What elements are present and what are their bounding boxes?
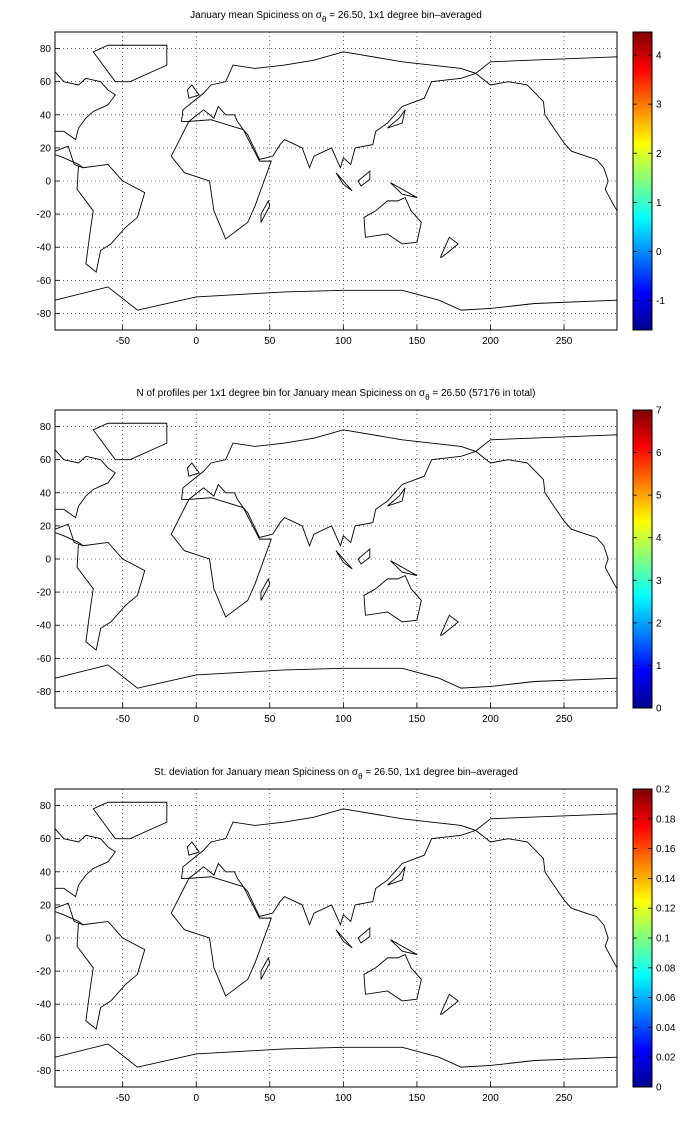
y-tick-label: 20 [40,521,52,532]
colorbar-tick-label: 1 [656,198,662,209]
y-tick-label: -60 [37,276,52,287]
colorbar-tick-label: 4 [656,533,662,544]
axes-frame [54,788,618,1088]
title-subscript: θ [358,772,363,781]
colorbar-tick-label: 0.08 [656,963,676,974]
x-tick-label: 200 [482,336,499,347]
colorbar-tick-label: 6 [656,448,662,459]
y-tick-label: 60 [40,834,52,845]
x-tick-label: 250 [556,714,573,725]
x-tick-label: 0 [193,714,199,725]
x-tick-label: 100 [335,336,352,347]
x-tick-label: 150 [409,714,426,725]
colorbar-tick-label: 0.04 [656,1023,676,1034]
x-tick-label: 50 [264,336,276,347]
panel-title: N of profiles per 1x1 degree bin for Jan… [137,388,536,402]
y-tick-label: 60 [40,455,52,466]
x-tick-label: 100 [335,1093,352,1104]
colorbar-tick-label: 1 [656,661,662,672]
colorbar-tick-label: 2 [656,149,662,160]
y-tick-label: 40 [40,110,52,121]
panel-title: St. deviation for January mean Spiciness… [154,767,518,781]
y-tick-label: -40 [37,621,52,632]
y-tick-label: -60 [37,654,52,665]
colorbar-tick-label: 0 [656,247,662,258]
colorbar-tick-label: 0 [656,1083,662,1094]
colorbar-tick-label: 0.18 [656,814,676,825]
y-tick-label: -40 [37,243,52,254]
colorbar-tick-label: 0.14 [656,874,676,885]
x-tick-label: 250 [556,1093,573,1104]
x-tick-label: 200 [482,1093,499,1104]
y-tick-label: -60 [37,1033,52,1044]
colorbar-tick-label: 2 [656,618,662,629]
colorbar-tick-label: 5 [656,491,662,502]
colorbar-tick-label: 4 [656,51,662,62]
title-text: = 26.50 (57176 in total) [430,388,536,399]
axes-frame [54,31,618,331]
y-tick-label: -80 [37,1066,52,1077]
title-subscript: θ [425,393,430,402]
x-tick-label: 50 [264,1093,276,1104]
colorbar-tick-label: 0.1 [656,934,670,945]
title-text: = 26.50, 1x1 degree bin–averaged [363,767,518,778]
y-tick-label: -40 [37,1000,52,1011]
x-tick-label: -50 [115,1093,130,1104]
y-tick-label: -20 [37,967,52,978]
y-tick-label: 80 [40,801,52,812]
colorbar [632,31,653,331]
y-tick-label: 80 [40,44,52,55]
colorbar-tick-label: 0.02 [656,1053,676,1064]
colorbar-tick-label: 0.12 [656,904,676,915]
y-tick-label: 20 [40,143,52,154]
title-subscript: θ [322,15,327,24]
x-tick-label: -50 [115,336,130,347]
title-text: N of profiles per 1x1 degree bin for Jan… [137,388,426,399]
x-tick-label: 50 [264,714,276,725]
y-tick-label: 80 [40,422,52,433]
title-text: St. deviation for January mean Spiciness… [154,767,359,778]
panel-title: January mean Spiciness on σθ = 26.50, 1x… [190,10,482,24]
y-tick-label: 40 [40,488,52,499]
title-text: = 26.50, 1x1 degree bin–averaged [326,10,481,21]
colorbar-tick-label: 7 [656,406,662,417]
colorbar-tick-label: 3 [656,576,662,587]
colorbar [632,409,653,709]
colorbar-tick-label: 3 [656,100,662,111]
colorbar-tick-label: 0.06 [656,993,676,1004]
x-tick-label: 150 [409,336,426,347]
colorbar-tick-label: 0.16 [656,844,676,855]
title-text: January mean Spiciness on σ [190,10,323,21]
y-tick-label: 20 [40,900,52,911]
x-tick-label: 250 [556,336,573,347]
colorbar-tick-label: -1 [656,296,665,307]
axes-frame [54,409,618,709]
colorbar-tick-label: 0.2 [656,785,670,796]
x-tick-label: 150 [409,1093,426,1104]
y-tick-label: -20 [37,210,52,221]
x-tick-label: -50 [115,714,130,725]
y-tick-label: -20 [37,588,52,599]
y-tick-label: -80 [37,309,52,320]
y-tick-label: 60 [40,77,52,88]
y-tick-label: 0 [45,555,51,566]
x-tick-label: 0 [193,1093,199,1104]
x-tick-label: 100 [335,714,352,725]
colorbar-tick-label: 0 [656,704,662,715]
x-tick-label: 200 [482,714,499,725]
y-tick-label: 0 [45,177,51,188]
x-tick-label: 0 [193,336,199,347]
y-tick-label: 0 [45,934,51,945]
y-tick-label: -80 [37,687,52,698]
y-tick-label: 40 [40,867,52,878]
